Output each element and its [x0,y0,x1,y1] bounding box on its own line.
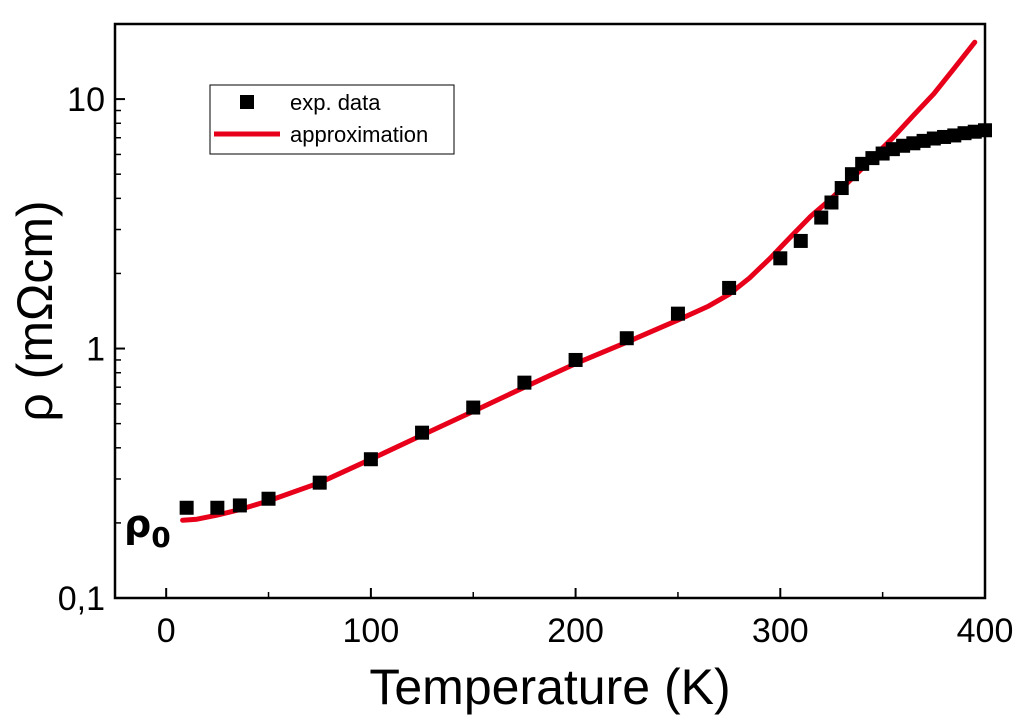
rho0-annotation: ρ0 [124,502,171,554]
y-tick-label: 1 [86,331,105,369]
exp-data-point [814,210,829,225]
exp-data-point [179,500,194,515]
legend-marker-exp-data [240,95,254,109]
x-tick-label: 200 [547,612,604,650]
y-tick-label: 10 [67,81,105,119]
x-tick-label: 0 [157,612,176,650]
rho0-subscript: 0 [151,521,170,554]
x-axis-ticks: 0 100 200 300 400 [157,588,1014,650]
y-axis-ticks: 0,1 1 10 [58,81,125,618]
exp-data-point [722,280,737,295]
exp-data-point [773,251,788,266]
exp-data-point [363,452,378,467]
exp-data-point [793,233,808,248]
x-axis-title: Temperature (K) [369,659,730,715]
legend: exp. data approximation [209,84,455,155]
plot-frame [113,22,987,600]
exp-data-point [210,500,225,515]
y-tick-label: 0,1 [58,580,105,618]
exp-data-point [670,306,685,321]
exp-data-point [619,331,634,346]
rho0-symbol: ρ [124,502,151,546]
legend-label-approximation: approximation [290,122,428,147]
exp-data-point [568,352,583,367]
exp-data-point [517,375,532,390]
exp-data-point [261,491,276,506]
exp-data-point [312,475,327,490]
x-tick-label: 400 [957,612,1014,650]
x-tick-label: 300 [752,612,809,650]
exp-data-point [978,123,992,138]
exp-data-point [232,498,247,513]
exp-data-point [466,400,481,415]
legend-label-exp-data: exp. data [290,90,381,115]
exp-data-layer [179,123,992,515]
exp-data-point [834,181,849,196]
x-tick-label: 100 [343,612,400,650]
exp-data-point [415,425,430,440]
exp-data-point [824,195,839,210]
y-axis-title: ρ (mΩcm) [7,200,63,421]
